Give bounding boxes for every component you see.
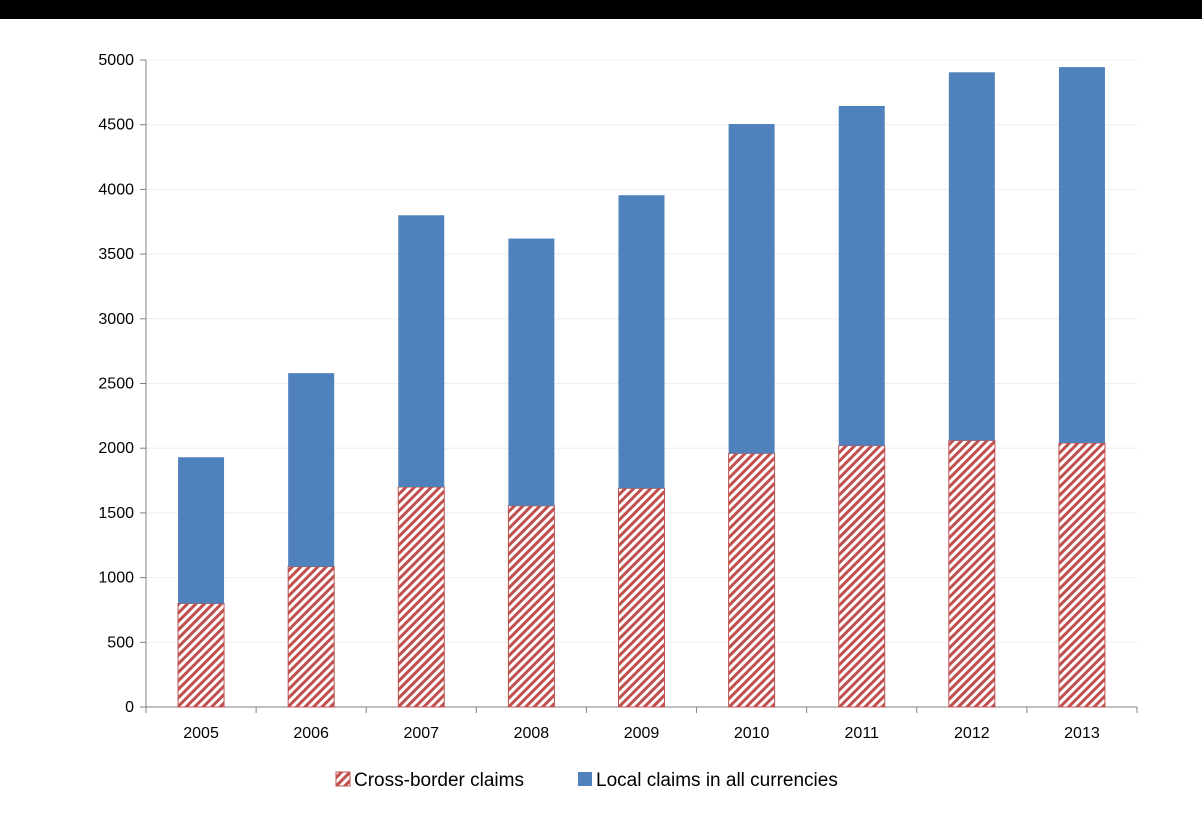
x-tick-label: 2008 [514,725,550,742]
bar-local-claims-2012 [948,72,995,441]
x-tick-label: 2005 [183,725,219,742]
y-tick-label: 2000 [98,440,134,457]
legend-label: Cross-border claims [354,770,524,791]
x-tick-label: 2011 [845,725,880,742]
bar-local-claims-2011 [838,105,885,446]
y-tick-label: 3000 [98,311,134,328]
x-tick-label: 2007 [403,725,439,742]
y-tick-label: 1500 [98,505,134,522]
legend-swatch-local-claims [578,772,592,786]
y-tick-label: 5000 [98,52,134,69]
bars [177,67,1106,708]
bar-cross-border-2012 [948,439,996,708]
bar-cross-border-2009 [618,487,665,708]
bar-cross-border-2010 [728,452,776,708]
bar-cross-border-2006 [287,566,335,708]
x-tick-label: 2010 [734,725,770,742]
bar-cross-border-2008 [507,505,555,708]
y-tick-label: 4000 [98,181,134,198]
bar-local-claims-2013 [1058,67,1105,444]
bar-local-claims-2006 [288,373,335,567]
legend: Cross-border claims Local claims in all c… [335,770,838,791]
top-rule [0,0,1202,19]
legend-label: Local claims in all currencies [596,770,838,791]
y-tick-label: 2500 [98,376,134,393]
bar-local-claims-2009 [618,195,665,489]
y-tick-label: 500 [107,634,134,651]
x-tick-label: 2013 [1064,725,1100,742]
legend-swatch-cross-border [335,771,351,787]
x-tick-label: 2012 [954,725,990,742]
y-tick-label: 1000 [98,570,134,587]
x-tick-label: 2006 [293,725,329,742]
bar-local-claims-2008 [508,238,555,506]
bar-local-claims-2010 [728,124,775,454]
bar-cross-border-2007 [397,486,445,708]
x-tick-label: 2009 [624,725,660,742]
bar-cross-border-2011 [838,445,886,708]
bar-local-claims-2007 [398,215,445,488]
bar-local-claims-2005 [178,457,225,604]
y-tick-label: 4500 [98,117,134,134]
y-tick-label: 3500 [98,246,134,263]
bar-cross-border-2013 [1058,442,1106,708]
y-tick-label: 0 [125,699,134,716]
bar-cross-border-2005 [177,602,225,708]
